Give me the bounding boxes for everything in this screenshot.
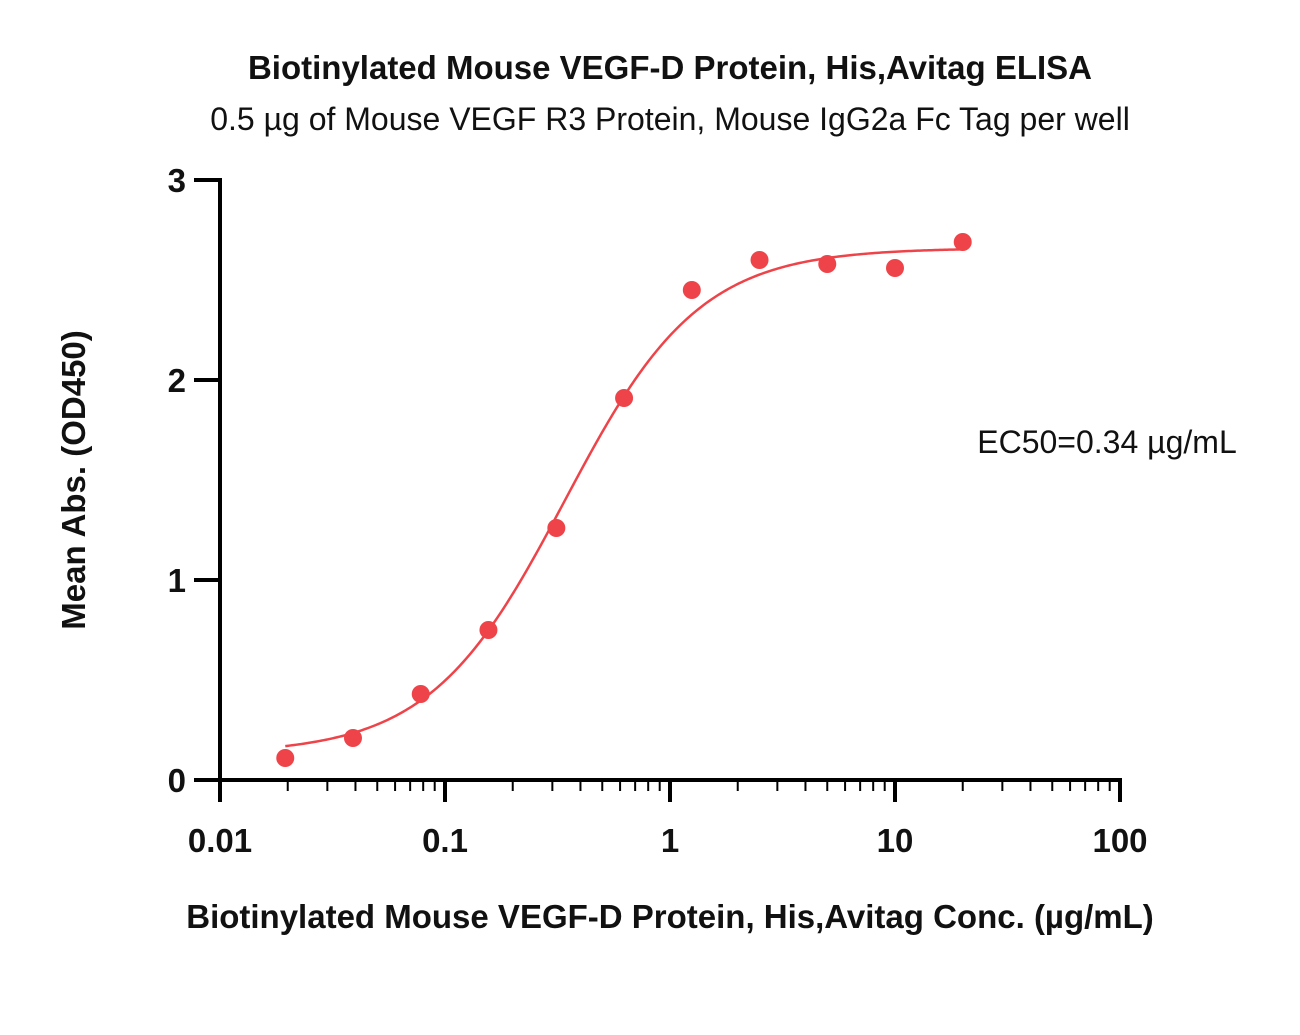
x-axis-title: Biotinylated Mouse VEGF-D Protein, His,A… — [186, 898, 1154, 935]
y-tick-label: 2 — [168, 362, 186, 399]
x-tick-label: 0.01 — [188, 822, 252, 859]
chart-subtitle: 0.5 µg of Mouse VEGF R3 Protein, Mouse I… — [210, 101, 1130, 137]
data-point — [818, 255, 837, 273]
chart-title: Biotinylated Mouse VEGF-D Protein, His,A… — [248, 49, 1092, 86]
data-point — [479, 621, 498, 639]
data-point — [953, 233, 972, 251]
x-tick-label: 1 — [661, 822, 679, 859]
data-points — [276, 233, 972, 767]
x-tick-label: 0.1 — [422, 822, 468, 859]
x-tick-label: 10 — [877, 822, 914, 859]
x-tick-label: 100 — [1092, 822, 1147, 859]
y-tick-label: 3 — [168, 162, 186, 199]
data-point — [682, 281, 701, 299]
data-point — [615, 389, 634, 407]
y-axis-title: Mean Abs. (OD450) — [55, 330, 92, 630]
tick-labels: 0.01 0.1 1 10 100 0 1 2 3 — [168, 162, 1148, 859]
data-point — [343, 729, 362, 747]
data-point — [886, 259, 904, 277]
data-point — [276, 749, 295, 767]
data-point — [750, 251, 769, 269]
data-point — [411, 685, 430, 703]
ec50-annotation: EC50=0.34 µg/mL — [977, 424, 1236, 460]
y-tick-label: 0 — [168, 762, 186, 799]
fit-curve — [285, 248, 963, 748]
y-tick-label: 1 — [168, 562, 186, 599]
data-point — [547, 519, 566, 537]
axes — [194, 178, 1122, 802]
